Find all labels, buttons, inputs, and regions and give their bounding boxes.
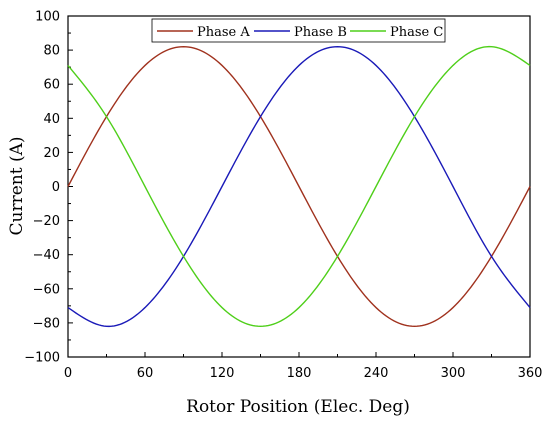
- legend-box: [151, 18, 446, 43]
- y-tick-label: −20: [33, 214, 60, 229]
- legend-label: Phase C: [390, 25, 443, 40]
- x-tick-label: 0: [64, 366, 72, 381]
- x-tick-label: 300: [441, 366, 466, 381]
- x-tick-label: 240: [364, 366, 389, 381]
- series-line-phase-b: [67, 45, 531, 328]
- y-tick-label: 20: [43, 146, 60, 161]
- y-tick-label: 0: [52, 180, 60, 195]
- y-tick-label: 40: [43, 112, 60, 127]
- series-line-phase-c: [67, 45, 531, 328]
- legend-label: Phase B: [294, 25, 347, 40]
- x-axis-title: Rotor Position (Elec. Deg): [186, 397, 410, 417]
- x-tick-label: 180: [287, 366, 312, 381]
- y-tick-label: 60: [43, 78, 60, 93]
- y-tick-label: 100: [35, 10, 60, 25]
- x-tick-label: 360: [518, 366, 543, 381]
- y-axis-title: Current (A): [7, 137, 27, 236]
- y-tick-label: −80: [33, 316, 60, 331]
- series-line-phase-a: [67, 45, 531, 328]
- y-tick-label: −100: [24, 351, 60, 366]
- y-tick-label: 80: [43, 44, 60, 59]
- legend-label: Phase A: [197, 25, 250, 40]
- y-tick-label: −40: [33, 248, 60, 263]
- x-tick-label: 60: [137, 366, 154, 381]
- y-tick-label: −60: [33, 282, 60, 297]
- x-tick-label: 120: [210, 366, 235, 381]
